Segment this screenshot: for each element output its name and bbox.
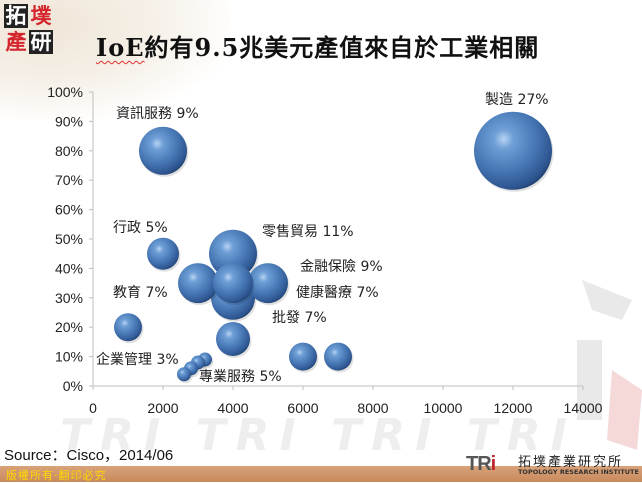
watermark-text: TRI TRI TRI TRI [60,410,578,450]
y-tick-label: 10% [55,349,83,365]
bubble-label: 專業服務 5% [199,369,282,385]
tri-mark: TRi [466,453,496,475]
y-tick-label: 60% [55,202,83,218]
bubble-label: 金融保險 9% [300,259,383,275]
bubble-label: 企業管理 3% [96,351,179,368]
y-tick-label: 20% [55,319,83,335]
background-map-texture [0,0,230,120]
bubble [178,263,218,304]
x-tick-label: 2000 [147,400,178,416]
x-tick-label: 10000 [424,400,463,416]
title-prefix: IoE [96,33,145,62]
y-tick-label: 80% [55,143,83,159]
x-tick-label: 8000 [357,400,388,416]
bubble-label: 資訊服務 9% [116,106,199,122]
bubble [474,111,552,190]
bubble [114,313,142,342]
source-note: Source：Cisco，2014/06 [4,447,174,464]
bubble [248,263,288,304]
x-tick-label: 6000 [287,400,318,416]
logo-char: 拓 [4,3,28,28]
y-tick-label: 30% [55,290,83,306]
x-tick-label: 12000 [494,400,533,416]
x-tick-label: 4000 [217,400,248,416]
org-logo: TRi 拓墣產業研究所 TOPOLOGY RESEARCH INSTITUTE [466,451,639,479]
bubble [324,342,352,371]
footer-bar: 版權所有‧翻印必究 [0,466,642,482]
bubble [289,342,317,371]
y-tick-label: 100% [47,84,83,100]
bubble [216,321,250,356]
bubble-label: 批發 7% [272,310,327,326]
bubble-label: 行政 5% [113,220,168,236]
company-logo: 拓 墣 產 研 [4,4,56,56]
bubble-label: 教育 7% [113,285,168,301]
chart-bubbles [114,111,554,384]
watermark-graphic [577,280,642,450]
slide-title: IoE約有9.5兆美元產值來自於工業相關 [96,28,539,63]
bubble [213,263,253,304]
y-tick-label: 70% [55,172,83,188]
x-tick-label: 14000 [564,400,603,416]
copyright-text: 版權所有‧翻印必究 [6,469,107,482]
org-name-cn: 拓墣產業研究所 [518,455,624,470]
bubble-label: 零售貿易 11% [262,224,354,240]
logo-char: 研 [29,29,53,54]
bubble [147,237,179,270]
y-tick-label: 0% [63,378,83,394]
bubble-label: 製造 27% [485,92,549,108]
bubble [209,229,257,278]
x-tick-label: 0 [89,400,97,416]
chart-annotations: 資訊服務 9% 製造 27% 行政 5% 零售貿易 11% 金融保險 9% 健康醫療 7%… [96,92,549,385]
y-tick-label: 90% [55,113,83,129]
bubble-chart: 0% 10% 20% 30% 40% 50% 60% 70% 80% 90% 100% 0 2000 40… [47,84,602,416]
org-name-en: TOPOLOGY RESEARCH INSTITUTE [518,468,639,476]
y-tick-label: 40% [55,260,83,276]
title-text: 約有9.5兆美元產值來自於工業相關 [144,33,540,62]
logo-char: 墣 [30,3,52,28]
logo-char: 產 [5,29,27,54]
y-tick-label: 50% [55,231,83,247]
bubble [139,126,187,175]
chart-axes: 0% 10% 20% 30% 40% 50% 60% 70% 80% 90% 100% 0 2000 40… [47,84,602,416]
bubble [177,367,191,382]
bubble-label: 健康醫療 7% [296,284,379,301]
